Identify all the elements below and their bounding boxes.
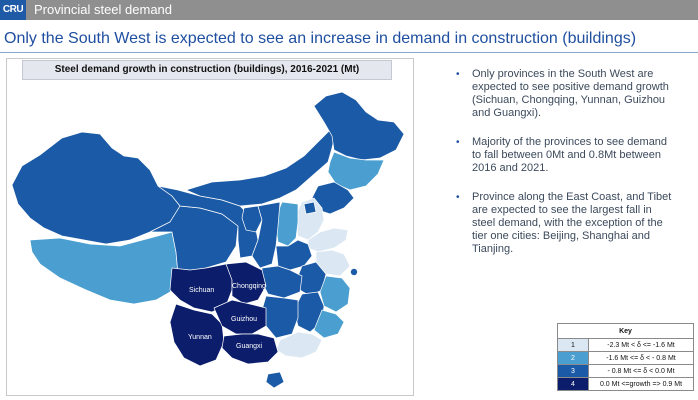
key-swatch-1: 1 [557,338,589,352]
region-sichuan [169,263,233,313]
bullet-text: Majority of the provinces to see demand … [472,136,668,174]
cru-logo: CRU [0,0,26,20]
region-heilongjiang [313,91,405,161]
key-swatch-3: 3 [557,364,589,378]
key-swatch-4: 4 [557,377,589,391]
bullet-item: • Province along the East Coast, and Tib… [456,191,676,256]
key-row: 3 - 0.8 Mt <= δ < 0.0 Mt [557,364,694,378]
region-yunnan [169,303,225,367]
region-hubei [261,265,303,299]
bullet-dot: • [456,192,460,203]
china-map: Sichuan Chongqing Guizhou Yunnan Guangxi [11,91,405,389]
label-yunnan: Yunnan [188,334,212,341]
region-shandong [307,227,349,253]
key-swatch-2: 2 [557,351,589,365]
map-panel [6,58,414,396]
region-fujian [313,309,345,339]
section-label: Provincial steel demand [34,2,173,17]
key-row: 4 0.0 Mt <=growth => 0.9 Mt [557,377,694,391]
header-bar [0,0,698,20]
region-xinjiang [11,131,181,245]
bullet-dot: • [456,137,460,148]
region-hainan [265,371,285,389]
label-sichuan: Sichuan [189,287,214,294]
map-title: Steel demand growth in construction (bui… [22,60,392,80]
key-row: 1 -2.3 Mt < δ <= -1.6 Mt [557,338,694,352]
region-guizhou [213,299,267,335]
bullet-item: • Majority of the provinces to see deman… [456,136,676,175]
bullet-list: • Only provinces in the South West are e… [456,68,676,272]
region-hunan [261,295,299,339]
key-range: - 0.8 Mt <= δ < 0.0 Mt [588,364,694,378]
title-divider [0,52,698,53]
bullet-text: Province along the East Coast, and Tibet… [472,191,672,255]
region-guangdong [275,331,323,359]
region-beijing [303,201,317,215]
key-row: 2 -1.6 Mt <= δ < - 0.8 Mt [557,351,694,365]
key-range: -2.3 Mt < δ <= -1.6 Mt [588,338,694,352]
region-chongqing [225,261,267,305]
region-zhejiang [319,275,351,313]
label-chongqing: Chongqing [232,283,266,290]
label-guangxi: Guangxi [236,343,263,350]
key-range: 0.0 Mt <=growth => 0.9 Mt [588,377,694,391]
bullet-item: • Only provinces in the South West are e… [456,68,676,120]
key-range: -1.6 Mt <= δ < - 0.8 Mt [588,351,694,365]
key-title: Key [557,323,694,339]
region-tibet [29,231,179,305]
page-title: Only the South West is expected to see a… [4,30,637,47]
label-guizhou: Guizhou [231,316,257,323]
region-shanghai [350,268,358,276]
map-key: Key 1 -2.3 Mt < δ <= -1.6 Mt 2 -1.6 Mt <… [557,323,694,391]
region-jilin [327,151,385,191]
region-guangxi [221,333,279,365]
bullet-dot: • [456,69,460,80]
region-shaanxi [251,201,281,269]
bullet-text: Only provinces in the South West are exp… [472,68,669,119]
